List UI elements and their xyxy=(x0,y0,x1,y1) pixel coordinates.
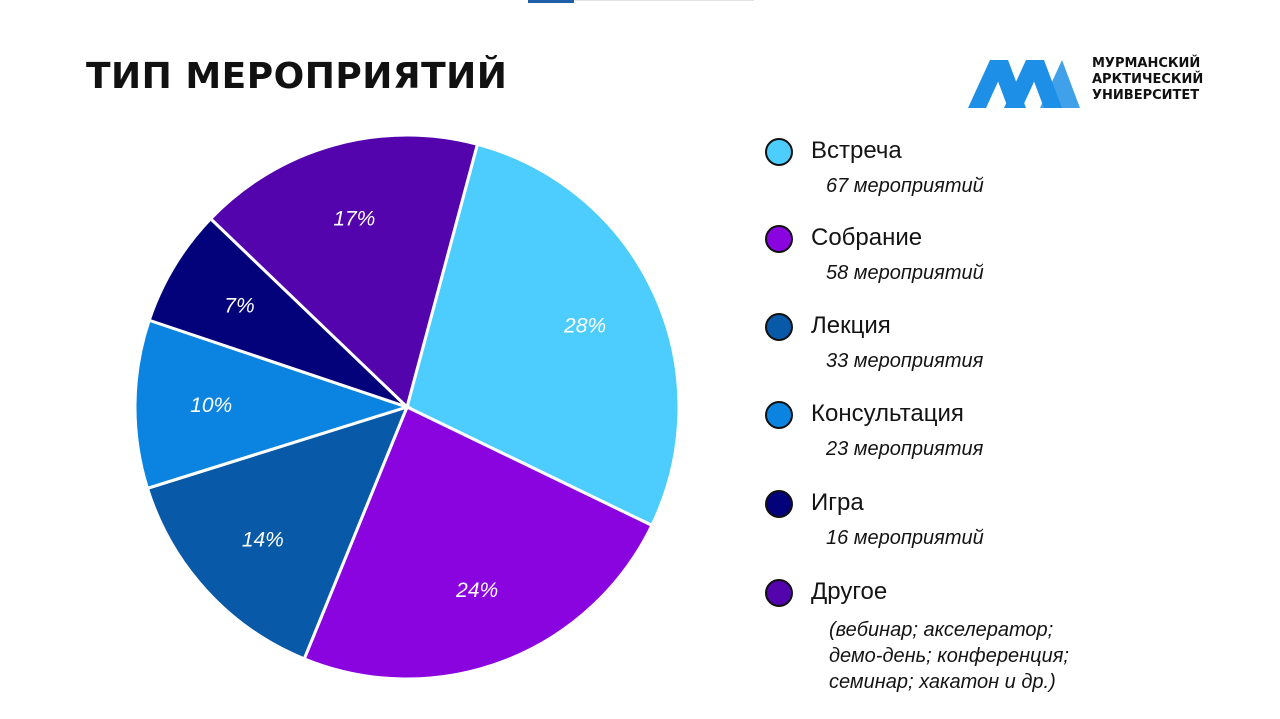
pie-slice-4 xyxy=(147,216,409,409)
logo-line-2: АРКТИЧЕСКИЙ xyxy=(1092,72,1204,87)
top-accent-bar xyxy=(528,0,574,3)
page-title: ТИП МЕРОПРИЯТИЙ xyxy=(86,56,508,97)
top-divider xyxy=(574,0,754,1)
pie-slice-label-1: 24% xyxy=(455,579,498,602)
pie-slice-2 xyxy=(145,404,410,661)
pie-slice-0 xyxy=(405,142,681,528)
pie-slice-label-2: 14% xyxy=(242,529,284,552)
pie-slice-1 xyxy=(302,404,654,681)
pie-slice-3 xyxy=(133,318,412,491)
pie-slice-label-0: 28% xyxy=(563,314,606,337)
pie-slice-label-5: 17% xyxy=(333,207,375,230)
pie-slice-label-3: 10% xyxy=(190,394,232,417)
pie-slice-5 xyxy=(208,133,480,410)
logo-line-3: УНИВЕРСИТЕТ xyxy=(1092,88,1200,103)
pie-slice-label-4: 7% xyxy=(224,295,254,318)
university-logo: МУРМАНСКИЙ АРКТИЧЕСКИЙ УНИВЕРСИТЕТ xyxy=(968,52,1218,112)
mau-logo-icon xyxy=(968,60,1080,108)
logo-text: МУРМАНСКИЙ АРКТИЧЕСКИЙ УНИВЕРСИТЕТ xyxy=(1092,56,1203,104)
logo-line-1: МУРМАНСКИЙ xyxy=(1092,56,1201,71)
